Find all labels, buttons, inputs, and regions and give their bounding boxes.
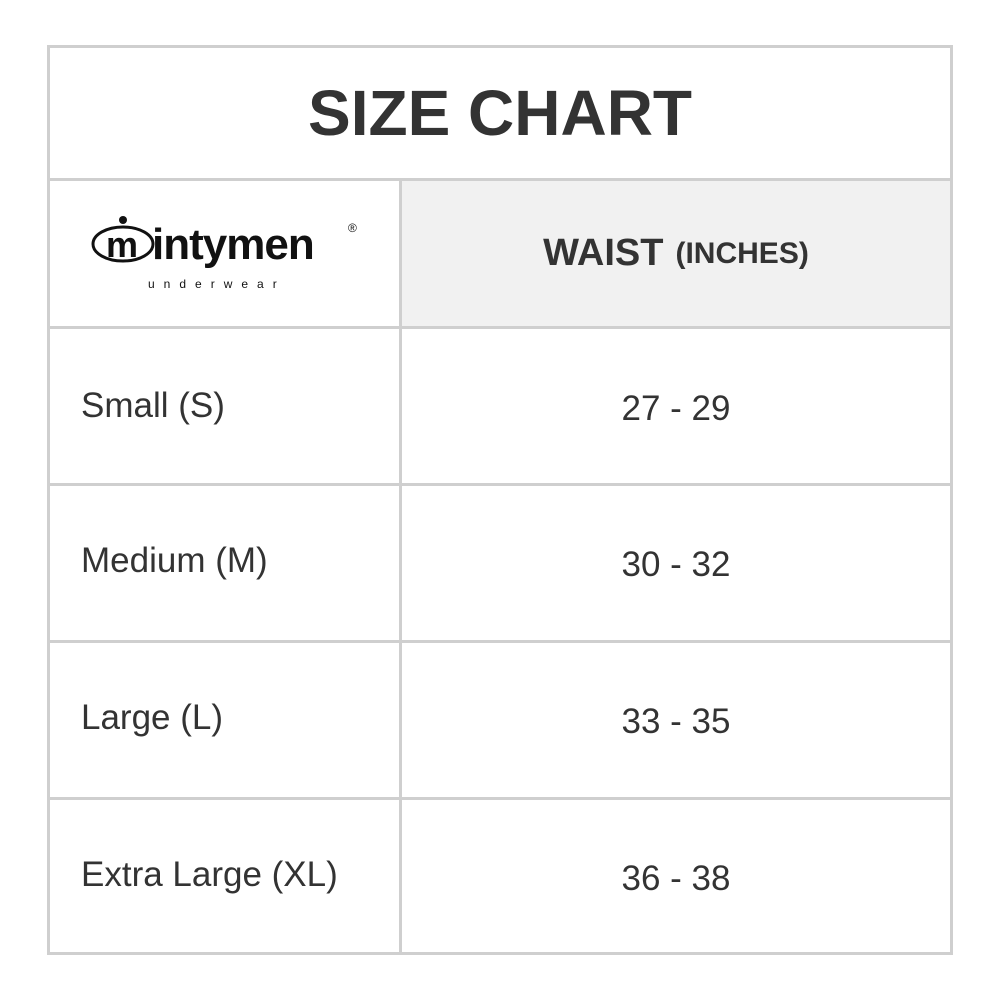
- page-title: SIZE CHART: [308, 77, 692, 149]
- divider: [50, 178, 950, 181]
- logo-wordmark: intymen: [152, 220, 314, 269]
- svg-text:®: ®: [348, 221, 357, 235]
- size-label: Large (L): [81, 698, 224, 737]
- size-label: Medium (M): [81, 541, 268, 580]
- divider: [50, 483, 950, 486]
- size-chart-table: SIZE CHART m intymen ® underwear WAIST (I…: [47, 45, 953, 955]
- divider: [50, 797, 950, 800]
- svg-text:m: m: [106, 224, 138, 265]
- waist-value: 30 - 32: [621, 544, 731, 584]
- logo-tagline: underwear: [148, 277, 286, 291]
- divider: [50, 640, 950, 643]
- column-divider: [399, 181, 402, 952]
- brand-logo: m intymen ® underwear: [50, 181, 399, 326]
- logo-image: m intymen ® underwear: [91, 215, 357, 291]
- waist-value: 27 - 29: [621, 389, 731, 428]
- size-label: Extra Large (XL): [81, 855, 338, 894]
- waist-value: 36 - 38: [621, 858, 731, 898]
- size-label: Small (S): [81, 386, 225, 425]
- waist-header: WAIST (INCHES): [402, 181, 950, 326]
- divider: [50, 326, 950, 329]
- waist-value: 33 - 35: [621, 701, 731, 741]
